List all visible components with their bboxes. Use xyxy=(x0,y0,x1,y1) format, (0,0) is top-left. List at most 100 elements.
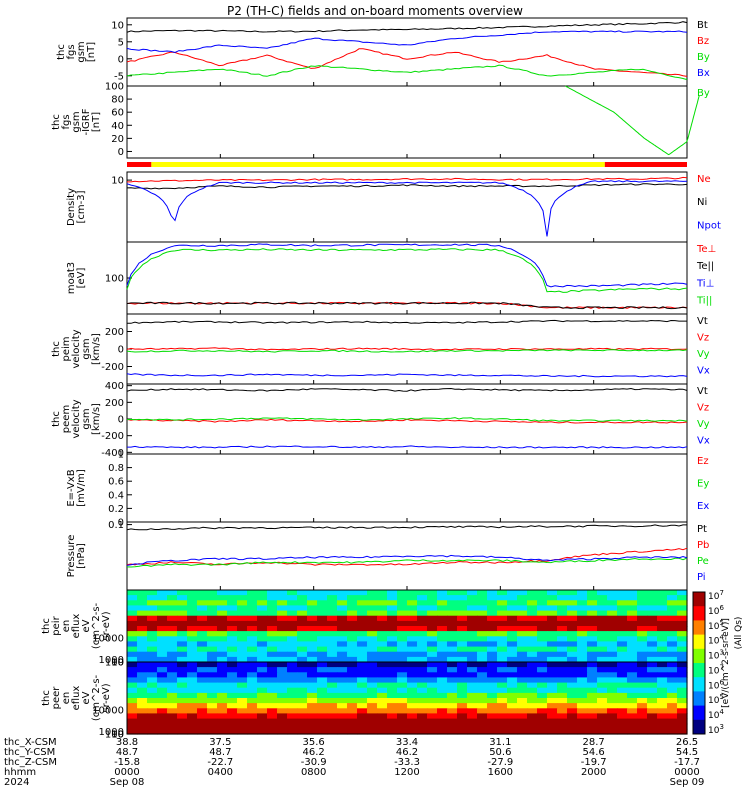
series-by xyxy=(126,64,688,81)
heatmap-cell xyxy=(337,590,348,596)
heatmap-cell xyxy=(497,626,508,632)
ylabel-line: thc xyxy=(51,114,62,130)
heatmap-cell xyxy=(427,595,438,601)
heatmap-cell xyxy=(237,626,248,632)
heatmap-cell xyxy=(607,626,618,632)
heatmap-cell xyxy=(297,641,308,648)
heatmap-cell xyxy=(347,646,358,653)
x-axis-value: -33.3 xyxy=(394,757,420,768)
heatmap-cell xyxy=(627,615,638,622)
heatmap-cell xyxy=(217,615,228,622)
heatmap-cell xyxy=(617,610,628,617)
heatmap-cell xyxy=(407,656,418,663)
heatmap-cell xyxy=(617,605,628,612)
heatmap-cell xyxy=(617,662,628,668)
heatmap-cell xyxy=(377,605,388,612)
heatmap-cell xyxy=(547,631,558,637)
heatmap-cell xyxy=(537,636,548,642)
heatmap-cell xyxy=(267,667,278,673)
heatmap-cell xyxy=(427,656,438,663)
heatmap-cell xyxy=(147,641,158,648)
heatmap-cell xyxy=(637,713,648,720)
heatmap-cell xyxy=(397,595,408,601)
heatmap-cell xyxy=(477,641,488,648)
heatmap-cell xyxy=(517,728,528,735)
heatmap-cell xyxy=(487,620,498,627)
heatmap-cell xyxy=(537,713,548,720)
heatmap-cell xyxy=(627,641,638,648)
heatmap-cell xyxy=(527,615,538,622)
heatmap-cell xyxy=(257,631,268,637)
series-te xyxy=(126,301,688,310)
heatmap-cell xyxy=(247,641,258,648)
panel-ylabel: thcpeimvelocitygsm[km/s] xyxy=(51,329,102,368)
heatmap-cell xyxy=(277,641,288,648)
heatmap-cell xyxy=(507,610,518,617)
heatmap-cell xyxy=(517,641,528,648)
heatmap-cell xyxy=(237,631,248,637)
heatmap-cell xyxy=(547,605,558,612)
heatmap-cell xyxy=(267,620,278,627)
heatmap-cell xyxy=(137,636,148,642)
heatmap-cell xyxy=(387,662,398,668)
heatmap-cell xyxy=(667,698,678,704)
heatmap-cell xyxy=(267,646,278,653)
x-axis-row-label: thc_Z-CSM xyxy=(4,757,57,768)
heatmap-cell xyxy=(177,590,188,596)
x-axis-row-label: thc_Y-CSM xyxy=(4,747,55,758)
heatmap-cell xyxy=(137,615,148,622)
colorbar-sublabel: (All Qs) xyxy=(734,617,744,650)
heatmap-cell xyxy=(587,692,598,699)
heatmap-cell xyxy=(257,636,268,642)
heatmap-cell xyxy=(667,646,678,653)
heatmap-cell xyxy=(477,677,488,684)
heatmap-cell xyxy=(657,646,668,653)
heatmap-cell xyxy=(417,687,428,694)
heatmap-cell xyxy=(397,682,408,689)
heatmap-cell xyxy=(257,620,268,627)
heatmap-cell xyxy=(397,723,408,730)
heatmap-cell xyxy=(197,677,208,684)
heatmap-cell xyxy=(647,641,658,648)
heatmap-cell xyxy=(147,631,158,637)
heatmap-cell xyxy=(267,718,278,725)
heatmap-cell xyxy=(167,605,178,612)
heatmap-cell xyxy=(357,631,368,637)
heatmap-cell xyxy=(447,723,458,730)
heatmap-cell xyxy=(447,708,458,714)
heatmap-cell xyxy=(287,620,298,627)
heatmap-cell xyxy=(247,590,258,596)
heatmap-cell xyxy=(487,692,498,699)
heatmap-cell xyxy=(587,713,598,720)
heatmap-cell xyxy=(357,610,368,617)
ylabel-line: (cm^2-s- xyxy=(91,602,102,649)
ylabel-line: peer xyxy=(51,686,62,710)
heatmap-cell xyxy=(527,620,538,627)
heatmap-cell xyxy=(177,656,188,663)
heatmap-cell xyxy=(147,656,158,663)
heatmap-cell xyxy=(157,662,168,668)
ylabel-line: fgs xyxy=(61,114,72,129)
heatmap-cell xyxy=(607,636,618,642)
heatmap-cell xyxy=(267,662,278,668)
heatmap-cell xyxy=(297,692,308,699)
heatmap-cell xyxy=(167,703,178,709)
heatmap-cell xyxy=(627,687,638,694)
heatmap-cell xyxy=(277,677,288,684)
heatmap-cell xyxy=(227,692,238,699)
heatmap-cell xyxy=(597,682,608,689)
heatmap-cell xyxy=(627,590,638,596)
heatmap-cell xyxy=(337,692,348,699)
colorbar-tick-exp: 4 xyxy=(719,634,724,642)
heatmap-cell xyxy=(507,626,518,632)
colorbar-swatch xyxy=(693,648,705,664)
heatmap-cell xyxy=(277,651,288,658)
heatmap-cell xyxy=(157,615,168,622)
heatmap-cell xyxy=(547,713,558,720)
heatmap-cell xyxy=(157,718,168,725)
heatmap-cell xyxy=(247,698,258,704)
heatmap-cell xyxy=(527,646,538,653)
heatmap-cell xyxy=(567,646,578,653)
heatmap-cell xyxy=(557,600,568,606)
heatmap-cell xyxy=(667,682,678,689)
